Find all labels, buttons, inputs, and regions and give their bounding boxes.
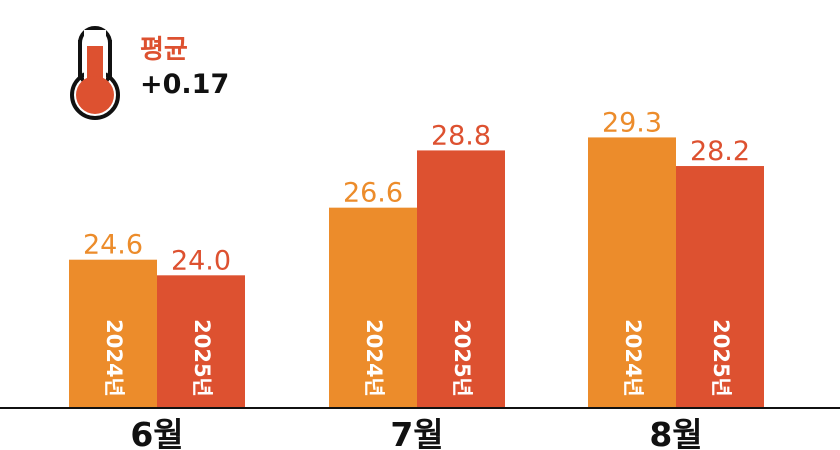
annotation-title: 평균 [140,35,188,65]
series-label: 2024년 [362,319,386,397]
bar [588,137,676,408]
category-label: 8월 [649,415,702,450]
data-label: 29.3 [602,107,662,138]
data-label: 28.8 [431,120,491,151]
bar [69,259,157,408]
category-label: 6월 [130,415,183,450]
bar [417,150,505,408]
category-label: 7월 [390,415,443,450]
series-label: 2025년 [709,319,733,397]
series-label: 2025년 [190,319,214,397]
data-label: 28.2 [690,136,750,167]
bar [157,275,245,408]
data-label: 24.0 [171,245,231,276]
annotation-value: +0.17 [140,69,229,100]
bar [676,166,764,408]
data-label: 26.6 [343,178,403,209]
data-label: 24.6 [83,230,143,261]
thermometer-icon [70,26,120,120]
series-label: 2024년 [621,319,645,397]
series-label: 2025년 [450,319,474,397]
series-label: 2024년 [102,319,126,397]
bar [329,207,417,408]
